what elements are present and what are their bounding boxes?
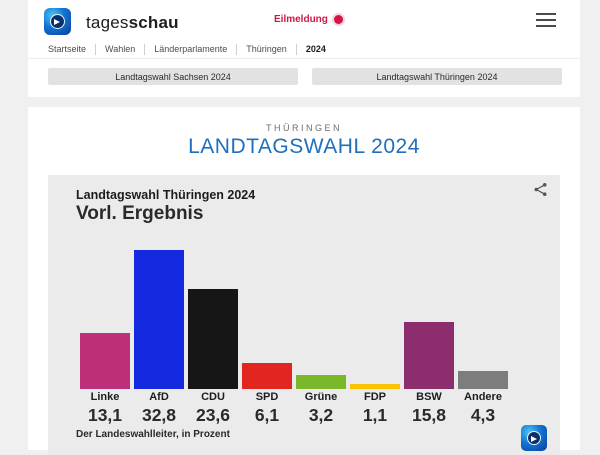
tagesschau-logo-icon[interactable] <box>44 8 71 35</box>
bar-linke <box>80 333 130 389</box>
tagesschau-card-logo-icon <box>521 425 547 451</box>
breadcrumb-separator <box>236 43 238 55</box>
site-header: tagesschau Eilmeldung Startseite Wahlen … <box>28 0 580 97</box>
brand-bold: schau <box>128 13 179 32</box>
party-value: 13,1 <box>87 405 123 425</box>
breaking-news-label: Eilmeldung <box>274 14 328 25</box>
breadcrumb-item-thueringen[interactable]: Thüringen <box>246 44 287 54</box>
breadcrumb-item-2024[interactable]: 2024 <box>305 44 326 54</box>
bar-column-fdp <box>348 384 402 389</box>
party-name: CDU <box>201 391 225 403</box>
party-value: 1,1 <box>362 405 388 425</box>
chart-title: Landtagswahl Thüringen 2024 <box>76 188 256 202</box>
bar-label-bsw: BSW 15,8 <box>402 391 456 425</box>
bar-label-afd: AfD 32,8 <box>132 391 186 425</box>
breadcrumb-item-laenderparlamente[interactable]: Länderparlamente <box>154 44 228 54</box>
election-tabs: Landtagswahl Sachsen 2024 Landtagswahl T… <box>48 68 562 85</box>
breadcrumb-item-startseite[interactable]: Startseite <box>48 44 87 54</box>
party-value: 15,8 <box>411 405 447 425</box>
party-name: Andere <box>464 391 502 403</box>
election-chart-card: Landtagswahl Thüringen 2024 Vorl. Ergebn… <box>48 175 560 455</box>
party-value: 23,6 <box>195 405 231 425</box>
bar-column-andere <box>456 370 510 389</box>
bar-label-cdu: CDU 23,6 <box>186 391 240 425</box>
breaking-news-dot-icon <box>333 15 343 24</box>
brand-row: tagesschau Eilmeldung <box>28 0 580 40</box>
bar-label-andere: Andere 4,3 <box>456 391 510 425</box>
party-name: Grüne <box>304 391 338 403</box>
bar-label-fdp: FDP 1,1 <box>348 391 402 425</box>
bar-column-afd <box>132 249 186 389</box>
breaking-news-badge[interactable]: Eilmeldung <box>274 14 343 25</box>
page-kicker: THÜRINGEN <box>266 123 342 133</box>
bar-column-spd <box>240 363 294 389</box>
tab-landtagswahl-thueringen[interactable]: Landtagswahl Thüringen 2024 <box>312 68 562 85</box>
tab-landtagswahl-sachsen[interactable]: Landtagswahl Sachsen 2024 <box>48 68 298 85</box>
party-name: AfD <box>149 391 169 403</box>
brand-regular: tages <box>86 13 129 32</box>
bar-label-spd: SPD 6,1 <box>240 391 294 425</box>
breadcrumb-item-wahlen[interactable]: Wahlen <box>105 44 136 54</box>
bar-column-grüne <box>294 375 348 389</box>
bar-column-bsw <box>402 322 456 389</box>
bar-grüne <box>296 375 346 389</box>
bar-fdp <box>350 384 400 389</box>
main-content: THÜRINGEN LANDTAGSWAHL 2024 Landtagswahl… <box>28 107 580 455</box>
bar-cdu <box>188 288 238 389</box>
share-icon[interactable] <box>533 182 548 197</box>
ard-globe-icon <box>50 14 65 29</box>
bar-spd <box>242 363 292 389</box>
menu-icon[interactable] <box>536 13 556 27</box>
bar-andere <box>458 370 508 389</box>
bar-label-linke: Linke 13,1 <box>78 391 132 425</box>
bar-bsw <box>404 322 454 389</box>
chart-subtitle: Vorl. Ergebnis <box>76 203 204 224</box>
breadcrumb-separator <box>95 43 97 55</box>
ard-globe-icon <box>526 430 541 445</box>
party-name: Linke <box>90 391 120 403</box>
chart-source: Der Landeswahlleiter, in Prozent <box>76 429 230 440</box>
brand-wordmark[interactable]: tagesschau <box>86 13 179 33</box>
breadcrumb-separator <box>295 43 297 55</box>
breadcrumb-separator <box>144 43 146 55</box>
party-value: 6,1 <box>254 405 280 425</box>
bar-column-linke <box>78 333 132 389</box>
party-value: 3,2 <box>308 405 334 425</box>
bar-column-cdu <box>186 288 240 389</box>
breadcrumb: Startseite Wahlen Länderparlamente Thüri… <box>28 40 580 59</box>
bar-label-grüne: Grüne 3,2 <box>294 391 348 425</box>
party-value: 4,3 <box>470 405 496 425</box>
party-name: SPD <box>255 391 279 403</box>
party-name: BSW <box>416 391 442 403</box>
party-value: 32,8 <box>141 405 177 425</box>
page-title: LANDTAGSWAHL 2024 <box>188 135 420 158</box>
party-name: FDP <box>364 391 386 403</box>
bar-chart-labels: Linke 13,1 AfD 32,8 CDU 23,6 SPD 6,1 Grüne 3,2 FDP… <box>78 391 510 425</box>
bar-afd <box>134 249 184 389</box>
bar-chart-area <box>78 175 510 389</box>
